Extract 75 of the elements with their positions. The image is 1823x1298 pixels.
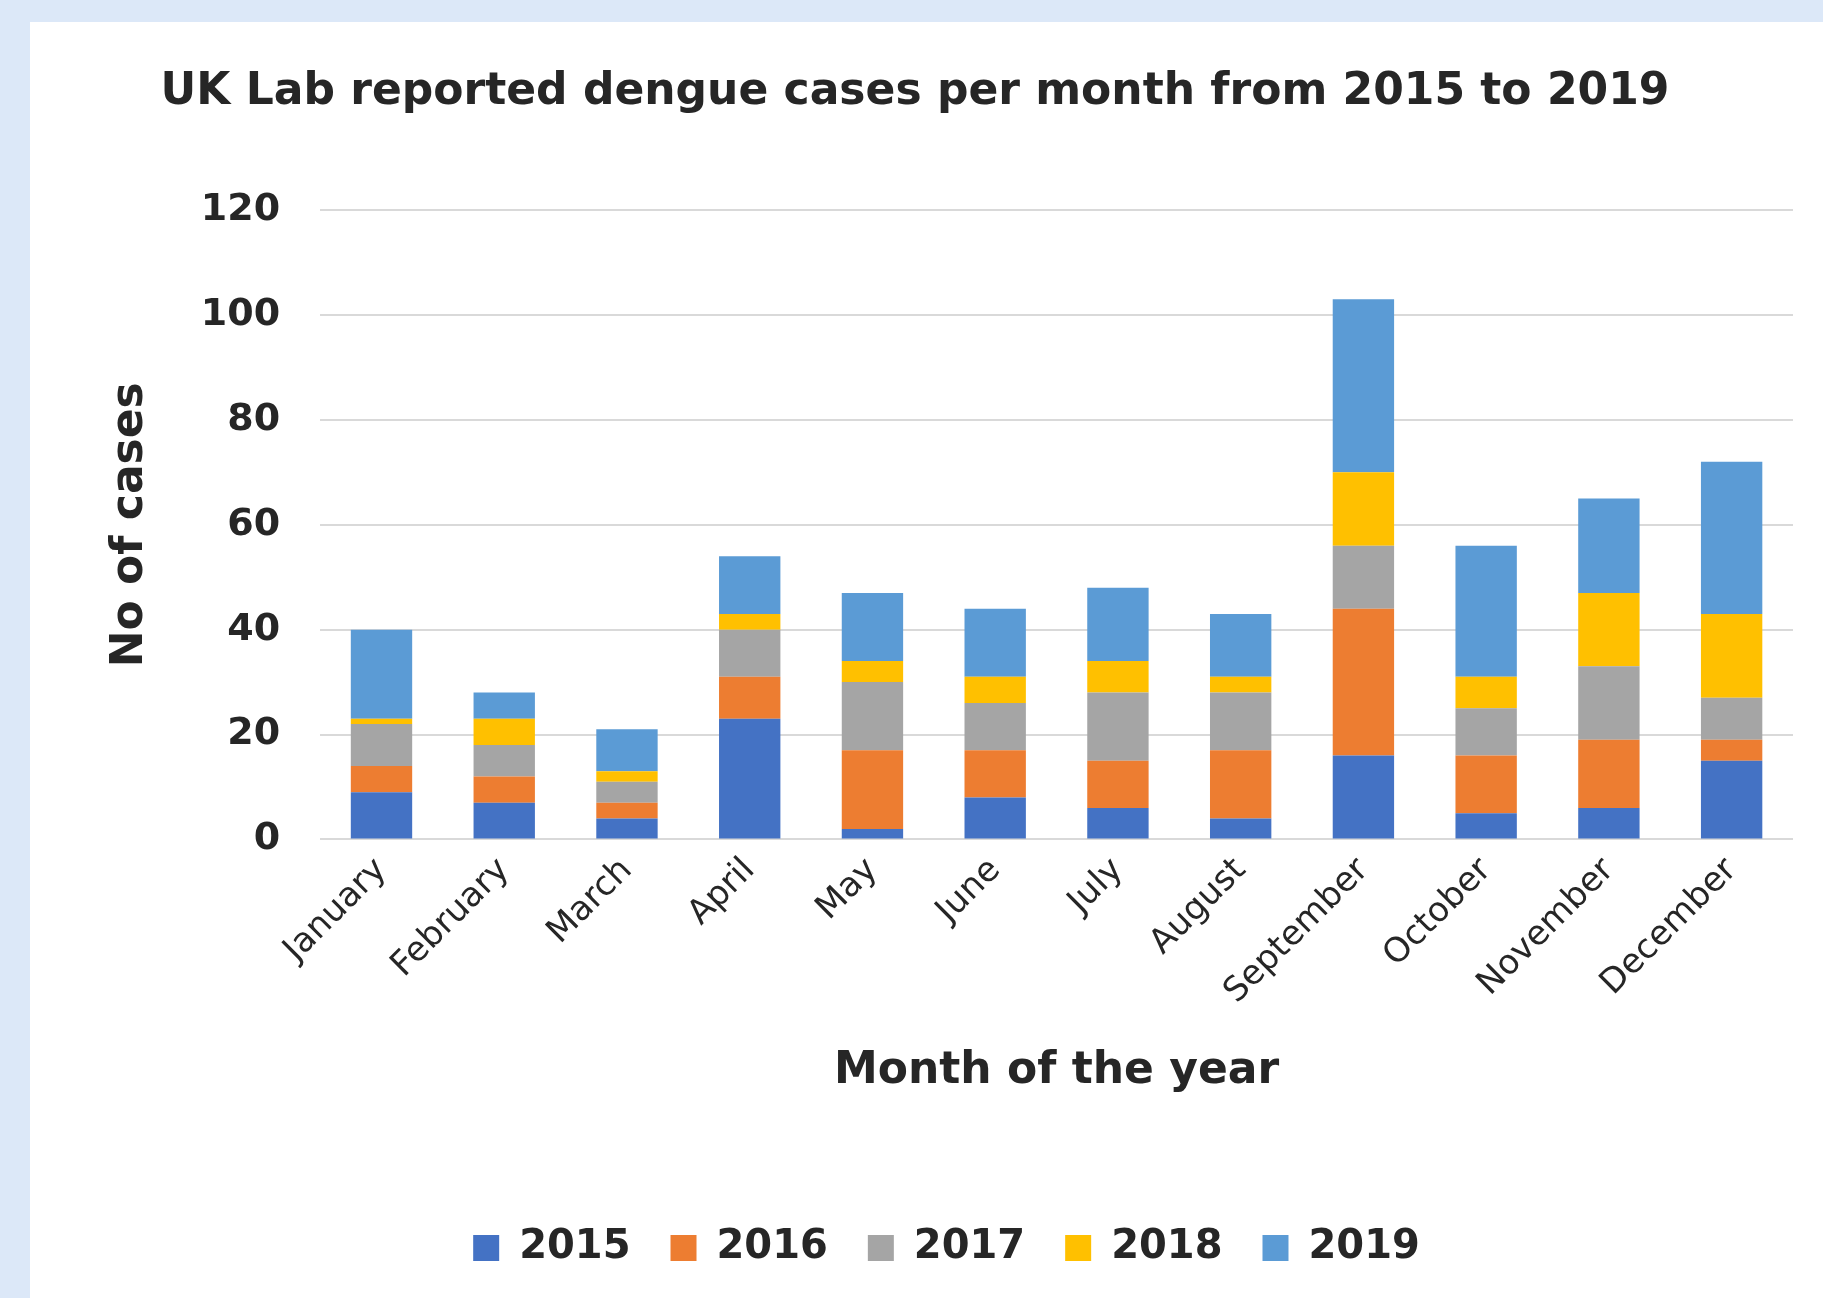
bar — [1455, 708, 1517, 756]
y-tick-label: 80 — [227, 394, 281, 439]
bar — [1209, 692, 1272, 751]
bar — [473, 776, 535, 803]
bar — [1578, 498, 1640, 593]
bar — [719, 613, 781, 630]
bar — [1578, 807, 1640, 839]
y-tick-label: 0 — [253, 814, 281, 859]
bar — [596, 781, 658, 803]
bar — [1455, 813, 1517, 839]
bar — [1087, 760, 1149, 808]
bar — [841, 682, 904, 751]
bar — [350, 718, 413, 725]
bar — [1700, 461, 1763, 614]
bar — [964, 797, 1026, 839]
bar — [1700, 697, 1763, 740]
bar — [1332, 608, 1395, 756]
bar — [1578, 739, 1640, 808]
bar — [473, 718, 535, 746]
bar — [1209, 818, 1272, 839]
y-tick-label: 100 — [200, 289, 281, 334]
bar — [1332, 755, 1395, 839]
bar — [841, 750, 904, 829]
bar — [1578, 592, 1640, 667]
bar — [1700, 760, 1763, 839]
bar — [719, 718, 781, 839]
bar — [1087, 807, 1149, 839]
bar — [841, 828, 904, 839]
legend-label: 2018 — [1111, 1221, 1223, 1268]
bar — [719, 556, 781, 614]
legend-label: 2019 — [1308, 1221, 1420, 1268]
bar — [473, 745, 535, 777]
bar — [350, 792, 413, 839]
bar — [964, 703, 1026, 751]
bar — [1209, 613, 1272, 677]
bar — [719, 629, 781, 677]
bar — [1455, 676, 1517, 709]
bar — [1700, 613, 1763, 698]
bar — [596, 818, 658, 839]
bar — [1455, 545, 1517, 677]
bar — [1455, 755, 1517, 814]
bar — [1209, 750, 1272, 819]
y-axis-title: No of cases — [100, 382, 152, 668]
bar — [1578, 666, 1640, 740]
bar — [1087, 661, 1149, 693]
bar — [1700, 739, 1763, 761]
bar — [473, 802, 535, 839]
bar — [596, 771, 658, 782]
bar — [596, 729, 658, 772]
bar — [596, 802, 658, 819]
y-tick-label: 20 — [227, 709, 281, 754]
bar — [1087, 587, 1149, 662]
bar — [964, 608, 1026, 677]
bar — [473, 692, 535, 719]
y-tick-label: 60 — [227, 499, 281, 544]
y-tick-label: 120 — [200, 184, 281, 229]
legend-label: 2017 — [913, 1221, 1026, 1268]
x-axis-title: Month of the year — [833, 1042, 1280, 1094]
bar — [1209, 676, 1272, 693]
bar — [350, 724, 413, 767]
bar — [964, 750, 1026, 798]
bar — [1332, 299, 1395, 473]
chart-title: UK Lab reported dengue cases per month from 2015 to 2019 — [159, 62, 1671, 116]
bar — [841, 592, 904, 662]
bar — [719, 676, 781, 719]
bar — [350, 766, 413, 793]
legend-label: 2016 — [716, 1221, 828, 1268]
bar — [350, 629, 413, 719]
y-tick-label: 40 — [227, 604, 281, 649]
bar — [1332, 472, 1395, 546]
bar — [1087, 692, 1149, 761]
bar — [841, 661, 904, 683]
legend-label: 2015 — [519, 1221, 631, 1268]
bar — [1332, 545, 1395, 609]
bar — [964, 676, 1026, 704]
